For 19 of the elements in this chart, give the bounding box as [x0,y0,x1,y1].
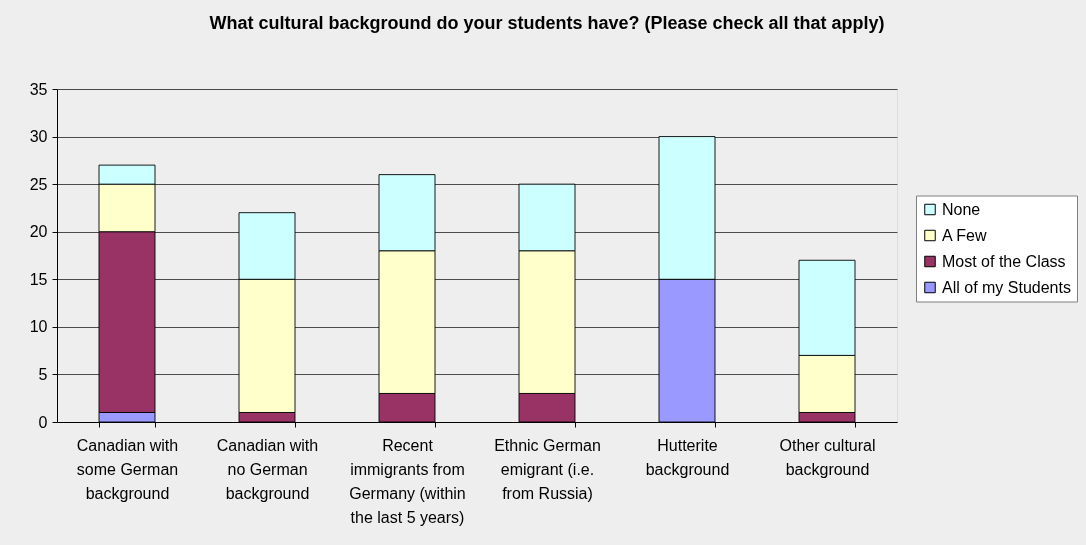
x-tick-label: Recent immigrants from Germany (within the last 5 years) [349,436,466,526]
y-tick-label: 10 [29,318,48,336]
y-tick-label: 25 [29,175,48,193]
legend-label: All of my Students [942,278,1071,296]
y-tick-label: 0 [38,413,48,431]
x-tick-label: Other cultural background [779,436,876,478]
x-tick-label: Canadian with no German background [216,436,319,502]
x-tick-label: Canadian with some German background [76,436,179,502]
x-tick-label: Ethnic German emigrant (i.e. from Russia) [494,436,601,502]
legend-label: Most of the Class [942,252,1066,270]
y-tick-label: 20 [29,223,48,241]
y-tick-label: 30 [29,128,48,146]
legend-label: None [942,200,981,218]
y-tick-label: 35 [29,80,48,98]
chart-title: What cultural background do your students have? (Please check all that apply) [209,13,885,33]
legend-label: A Few [942,226,987,244]
x-tick-label: Hutterite background [645,436,730,478]
y-tick-label: 5 [38,365,48,383]
y-tick-label: 15 [29,270,48,288]
